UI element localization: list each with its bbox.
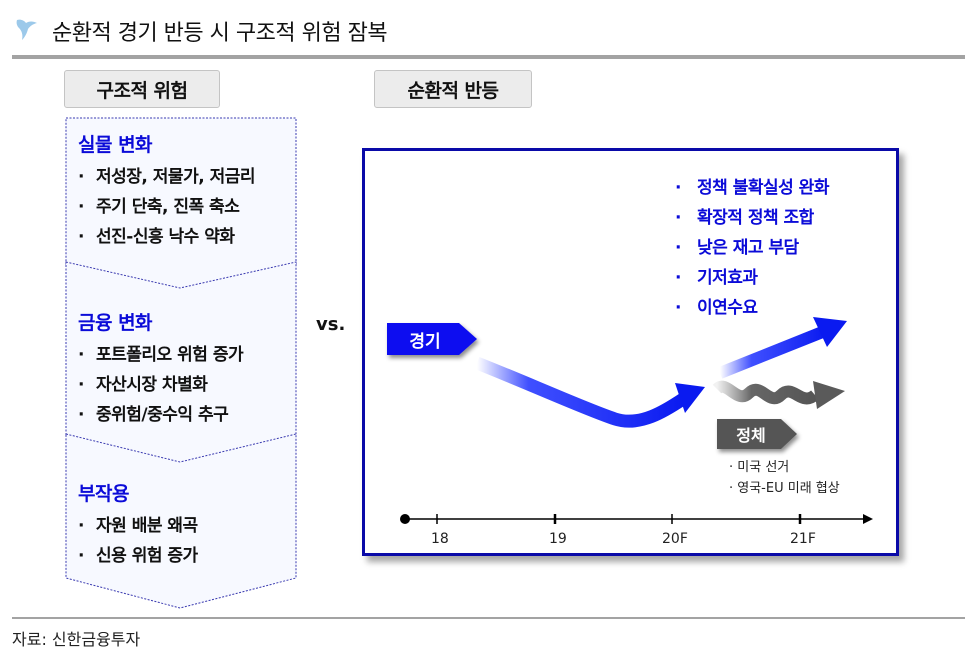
economy-tag-shape <box>387 323 477 355</box>
footer-divider <box>12 617 965 619</box>
stall-tag: 정체 <box>736 426 766 445</box>
timeline-axis <box>400 514 873 524</box>
list-item: · 영국-EU 미래 협상 <box>729 481 840 496</box>
financial-change-block: 금융 변화 · 포트폴리오 위험 증가 · 자산시장 차별화 · 중위험/중수익 추구 <box>78 312 244 430</box>
list-item: · 정책 불확실성 완화 <box>675 178 829 198</box>
list-item: · 선진-신흥 낙수 약화 <box>78 227 235 247</box>
block-heading: 금융 변화 <box>78 312 153 334</box>
tick-label: 21F <box>790 531 816 547</box>
stall-wave-arrow <box>712 380 845 409</box>
rebound-diagram <box>387 317 873 524</box>
chevron-stack <box>65 117 297 609</box>
rebound-arrow <box>717 317 847 379</box>
list-item: · 미국 선거 <box>729 460 790 475</box>
list-item: · 기저효과 <box>675 268 758 288</box>
tick-label: 19 <box>549 531 567 547</box>
versus-label: vs. <box>316 314 346 335</box>
real-economy-change-block: 실물 변화 · 저성장, 저물가, 저금리 · 주기 단축, 진폭 축소 · 선진-신… <box>78 134 256 252</box>
list-item: · 주기 단축, 진폭 축소 <box>78 197 240 217</box>
tick-label: 18 <box>431 531 449 547</box>
block-heading: 부작용 <box>78 483 129 505</box>
tick-label: 20F <box>662 531 688 547</box>
rebound-factors-list: · 정책 불확실성 완화 · 확장적 정책 조합 · 낮은 재고 부담 · 기저효과 ·… <box>675 173 829 323</box>
cyclical-rebound-label: 순환적 반등 <box>374 70 532 108</box>
title-divider <box>12 55 965 59</box>
stall-notes: · 미국 선거 · 영국-EU 미래 협상 <box>729 457 840 499</box>
list-item: · 자산시장 차별화 <box>78 375 208 395</box>
list-item: · 이연수요 <box>675 298 758 318</box>
list-item: · 중위험/중수익 추구 <box>78 405 229 425</box>
page-title: 순환적 경기 반등 시 구조적 위험 잠복 <box>52 21 388 46</box>
economy-curve-arrow <box>474 356 705 428</box>
list-item: · 포트폴리오 위험 증가 <box>78 345 244 365</box>
list-item: · 낮은 재고 부담 <box>675 238 799 258</box>
list-item: · 저성장, 저물가, 저금리 <box>78 167 256 187</box>
list-item: · 신용 위험 증가 <box>78 546 198 566</box>
side-effects-block: 부작용 · 자원 배분 왜곡 · 신용 위험 증가 <box>78 483 198 571</box>
block-heading: 실물 변화 <box>78 134 153 156</box>
bird-swoosh-icon <box>16 19 37 40</box>
list-item: · 자원 배분 왜곡 <box>78 516 198 536</box>
cyclical-rebound-panel: · 정책 불확실성 완화 · 확장적 정책 조합 · 낮은 재고 부담 · 기저효과 ·… <box>362 148 899 556</box>
structural-risk-label: 구조적 위험 <box>64 70 220 108</box>
list-item: · 확장적 정책 조합 <box>675 208 814 228</box>
source-note: 자료: 신한금융투자 <box>12 630 141 649</box>
economy-tag: 경기 <box>409 331 441 352</box>
stall-tag-shape <box>717 419 797 449</box>
